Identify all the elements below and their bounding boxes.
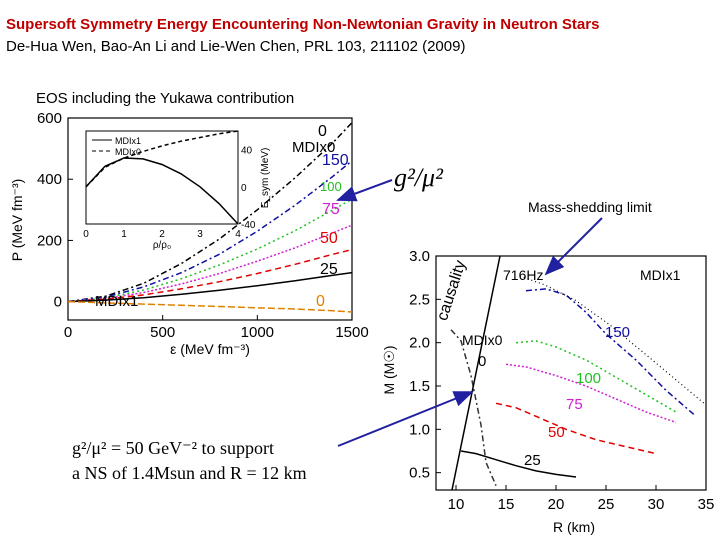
- mr-series-s50: [495, 402, 657, 455]
- eos-y-tick-label-0: 0: [54, 294, 62, 311]
- mr-y-tick-label-5: 3.0: [409, 248, 430, 265]
- mr-y-tick-label-3: 2.0: [409, 335, 430, 352]
- mr-x-tick-label-3: 25: [598, 496, 615, 513]
- eos-x-tick-label-0: 0: [64, 324, 72, 341]
- eos-curve-label-2: 100: [320, 179, 342, 194]
- arrow-to-mr-curves: [337, 391, 474, 447]
- inset-x-tick-label-1: 1: [121, 229, 127, 240]
- arrow-to-mass-shedding: [544, 217, 603, 276]
- inset-y-tick-label-2: 40: [241, 146, 253, 157]
- mr-curve-label-1: 150: [605, 324, 630, 341]
- eos-series-s0: [67, 122, 353, 303]
- causality-line: [451, 255, 501, 491]
- mr-x-tick-label-5: 35: [698, 496, 715, 513]
- eos-y-tick-label-1: 200: [37, 232, 62, 249]
- inset-series-0: [85, 157, 239, 225]
- mr-series-mdix0: [450, 329, 497, 486]
- mr-series-s150: [525, 288, 697, 417]
- inset-y-axis-label: E_sym (MeV): [260, 148, 271, 209]
- mr-x-tick-label-4: 30: [648, 496, 665, 513]
- eos-curve-label-0: 0: [318, 123, 327, 140]
- eos-x-tick-label-2: 1000: [241, 324, 274, 341]
- coupling-formula: g²/μ²: [394, 163, 443, 192]
- eos-model-mdix1: MDIx1: [95, 293, 138, 310]
- mr-annotation-716hz: 716Hz: [503, 267, 543, 283]
- eos-x-axis-label: ε (MeV fm⁻³): [170, 341, 250, 357]
- mr-series-s100: [515, 340, 677, 413]
- slide-title: Supersoft Symmetry Energy Encountering N…: [6, 16, 600, 33]
- citation: De-Hua Wen, Bao-An Li and Lie-Wen Chen, …: [6, 38, 466, 55]
- arrow-to-eos-curves: [336, 179, 393, 202]
- inset-frame: [85, 130, 239, 225]
- eos-series-s100: [67, 198, 353, 303]
- mr-y-tick-label-1: 1.0: [409, 421, 430, 438]
- inset-x-tick-label-0: 0: [83, 229, 89, 240]
- eos-caption: EOS including the Yukawa contribution: [36, 90, 295, 107]
- eos-curve-label-1: 150: [322, 152, 349, 169]
- inset-x-tick-label-3: 3: [197, 229, 203, 240]
- mr-curve-label-4: 50: [548, 424, 565, 441]
- eos-y-tick-label-2: 400: [37, 171, 62, 188]
- mr-y-tick-label-0: 0.5: [409, 465, 430, 482]
- eos-series-s150: [67, 160, 353, 303]
- mr-curve-label-2: 100: [576, 370, 601, 387]
- inset-x-tick-label-4: 4: [235, 229, 241, 240]
- mr-y-tick-label-4: 2.5: [409, 291, 430, 308]
- eos-series-s50: [67, 248, 353, 303]
- inset-y-tick-label-0: -40: [241, 220, 256, 231]
- eos-curve-label-4: 50: [320, 230, 338, 247]
- mr-series-s25: [460, 450, 577, 478]
- mr-y-tick-label-2: 1.5: [409, 378, 430, 395]
- mr-annotation-causality: causality: [434, 258, 469, 322]
- support-statement: g²/μ² = 50 GeV⁻² to support a NS of 1.4M…: [72, 436, 307, 486]
- eos-curve-label-5: 25: [320, 261, 338, 278]
- eos-series-orange: [67, 300, 353, 313]
- mr-x-tick-label-0: 10: [448, 496, 465, 513]
- inset-x-axis-label: ρ/ρ₀: [153, 240, 171, 251]
- mr-model-mdix0: MDIx0: [462, 332, 503, 348]
- eos-curve-label-6: 0: [316, 293, 325, 310]
- eos-y-axis-label: P (MeV fm⁻³): [9, 179, 25, 262]
- eos-y-tick-label-3: 600: [37, 110, 62, 127]
- inset-x-tick-label-2: 2: [159, 229, 165, 240]
- mr-plot-frame: [435, 255, 707, 491]
- eos-x-tick-label-3: 1500: [335, 324, 368, 341]
- eos-plot-frame: [67, 117, 353, 321]
- support-line-2: a NS of 1.4Msun and R = 12 km: [72, 463, 307, 483]
- mr-curve-label-3: 75: [566, 396, 583, 413]
- inset-legend-label-0: MDIx1: [115, 136, 141, 146]
- eos-series-s75: [67, 224, 353, 303]
- mr-model-mdix1: MDIx1: [640, 267, 681, 283]
- mr-y-axis-label: M (M☉): [381, 345, 397, 394]
- inset-series-1: [85, 130, 239, 188]
- mr-curve-label-5: 25: [524, 452, 541, 469]
- mr-x-tick-label-1: 15: [498, 496, 515, 513]
- mr-series-s75: [505, 363, 677, 424]
- support-line-1: g²/μ² = 50 GeV⁻² to support: [72, 438, 274, 458]
- eos-model-mdix0: MDIx0: [292, 139, 335, 156]
- inset-y-tick-label-1: 0: [241, 183, 247, 194]
- mr-curve-label-0: 0: [478, 353, 486, 370]
- eos-x-tick-label-1: 500: [150, 324, 175, 341]
- mass-shedding-caption: Mass-shedding limit: [528, 199, 652, 215]
- eos-series-s25: [67, 271, 353, 303]
- inset-legend-label-1: MDIx0: [115, 147, 141, 157]
- eos-curve-label-3: 75: [322, 201, 340, 218]
- mr-x-tick-label-2: 20: [548, 496, 565, 513]
- mr-x-axis-label: R (km): [553, 519, 595, 535]
